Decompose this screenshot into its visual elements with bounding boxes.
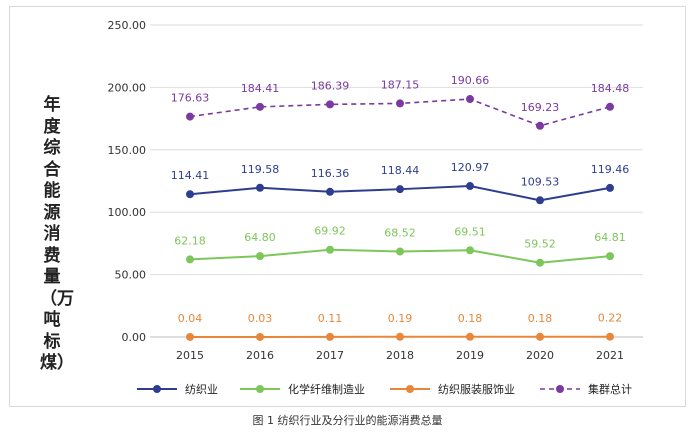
y-tick-label: 50.00	[115, 269, 147, 282]
data-point	[326, 187, 334, 196]
legend-marker	[256, 385, 264, 393]
figure-caption: 图 1 纺织行业及分行业的能源消费总量	[252, 414, 443, 427]
data-point	[186, 255, 194, 264]
data-point	[326, 332, 334, 341]
legend-label: 纺织服装服饰业	[438, 382, 515, 396]
x-tick-label: 2017	[316, 349, 344, 362]
data-label: 64.81	[594, 231, 626, 244]
data-point	[536, 196, 544, 205]
data-point	[256, 252, 264, 261]
legend-marker	[556, 385, 564, 393]
data-point	[256, 102, 264, 111]
data-label: 64.80	[244, 231, 276, 244]
legend-label: 化学纤维制造业	[288, 382, 365, 396]
data-point	[466, 182, 474, 191]
chart-frame	[9, 6, 686, 407]
data-label: 116.36	[311, 167, 350, 180]
legend-label: 集群总计	[588, 382, 632, 396]
data-point	[536, 332, 544, 341]
data-label: 69.51	[454, 225, 486, 238]
y-axis-label: 年度综合能源消费量（万吨标煤）	[40, 95, 74, 373]
data-label: 0.19	[388, 312, 413, 325]
data-label: 0.03	[248, 312, 273, 325]
y-tick-label: 250.00	[108, 19, 147, 32]
data-label: 62.18	[174, 234, 206, 247]
data-point	[536, 121, 544, 130]
data-point	[186, 112, 194, 121]
data-point	[186, 190, 194, 199]
data-label: 186.39	[311, 79, 350, 92]
data-point	[326, 100, 334, 109]
data-label: 114.41	[171, 169, 210, 182]
x-tick-label: 2019	[456, 349, 484, 362]
data-point	[396, 247, 404, 256]
data-label: 176.63	[171, 92, 210, 105]
data-point	[536, 258, 544, 267]
data-label: 59.52	[524, 238, 556, 251]
data-label: 0.18	[528, 312, 553, 325]
data-label: 184.41	[241, 82, 280, 95]
data-label: 0.04	[178, 312, 203, 325]
data-point	[606, 252, 614, 261]
x-tick-label: 2021	[596, 349, 624, 362]
data-label: 120.97	[451, 161, 490, 174]
data-label: 109.53	[521, 175, 560, 188]
x-tick-label: 2020	[526, 349, 554, 362]
data-label: 190.66	[451, 74, 490, 87]
data-point	[466, 95, 474, 104]
data-point	[466, 246, 474, 255]
data-point	[256, 183, 264, 192]
legend-marker	[153, 385, 161, 393]
data-label: 69.92	[314, 225, 346, 238]
data-point	[606, 332, 614, 341]
data-label: 0.18	[458, 312, 483, 325]
data-label: 118.44	[381, 164, 420, 177]
data-label: 119.46	[591, 163, 630, 176]
data-point	[606, 102, 614, 111]
data-point	[466, 332, 474, 341]
x-tick-label: 2018	[386, 349, 414, 362]
data-point	[396, 185, 404, 194]
x-tick-label: 2015	[176, 349, 204, 362]
legend-label: 纺织业	[185, 382, 218, 396]
data-point	[256, 332, 264, 341]
data-label: 169.23	[521, 101, 560, 114]
data-point	[396, 332, 404, 341]
y-tick-label: 100.00	[108, 206, 147, 219]
data-label: 0.22	[598, 312, 623, 325]
data-label: 0.11	[318, 312, 343, 325]
data-label: 119.58	[241, 163, 280, 176]
data-label: 187.15	[381, 78, 420, 91]
data-point	[396, 99, 404, 108]
x-tick-label: 2016	[246, 349, 274, 362]
y-tick-label: 0.00	[122, 331, 147, 344]
data-label: 184.48	[591, 82, 630, 95]
data-label: 68.52	[384, 226, 416, 239]
y-tick-label: 150.00	[108, 144, 147, 157]
data-point	[186, 332, 194, 341]
data-point	[326, 245, 334, 254]
data-point	[606, 183, 614, 192]
legend-marker	[406, 385, 414, 393]
y-tick-label: 200.00	[108, 81, 147, 94]
